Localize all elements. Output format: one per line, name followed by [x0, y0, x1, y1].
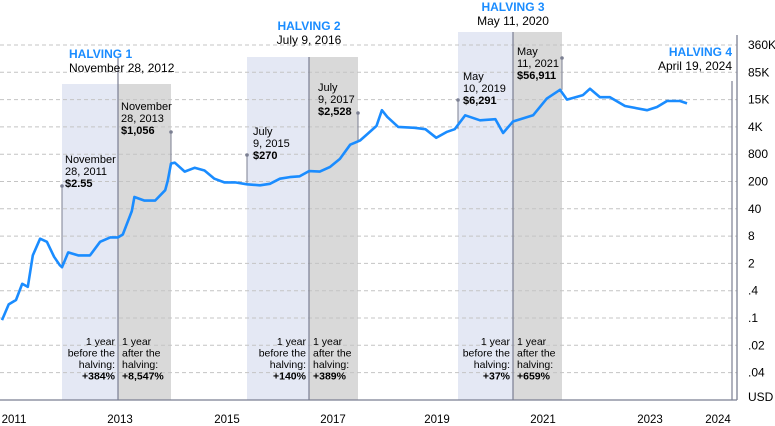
halving-date: April 19, 2024	[658, 59, 732, 73]
change-label: 1 year	[481, 336, 511, 348]
x-tick-label: 2013	[107, 414, 133, 426]
halving-date: July 9, 2016	[277, 33, 342, 47]
callout-dot	[169, 130, 173, 134]
before-halving-band	[62, 84, 118, 400]
change-label: after the	[122, 348, 161, 360]
change-label: 1 year	[313, 336, 343, 348]
y-tick-label: 85K	[748, 65, 769, 79]
callout-date: May	[517, 46, 538, 58]
y-tick-label: .4	[748, 284, 758, 298]
y-tick-label: .02	[748, 338, 765, 352]
before-halving-band	[247, 57, 309, 400]
halving-title: HALVING 4	[669, 45, 732, 59]
y-tick-label: .04	[748, 366, 765, 380]
change-value: +8,547%	[122, 371, 164, 383]
change-label: halving:	[474, 359, 510, 371]
y-tick-label: 800	[748, 147, 768, 161]
y-tick-label: 40	[748, 202, 762, 216]
change-value: +384%	[82, 371, 116, 383]
callout-date: 11, 2021	[517, 58, 559, 70]
change-label: 1 year	[86, 336, 116, 348]
x-tick-label: 2011	[2, 414, 27, 426]
halving-title: HALVING 1	[69, 47, 132, 61]
callout-dot	[560, 56, 564, 60]
callout-date: July	[318, 82, 338, 94]
change-label: after the	[517, 348, 556, 360]
y-tick-label: 4K	[748, 120, 763, 134]
x-axis: 2011 2013 2015 2017 2019 2021 2023 2024	[0, 399, 737, 426]
callout-price: $2.55	[65, 178, 93, 190]
callout-price: $56,911	[517, 70, 556, 82]
y-tick-label: 200	[748, 175, 768, 189]
change-label: after the	[313, 348, 352, 360]
before-halving-band	[458, 32, 513, 400]
after-halving-band	[309, 57, 358, 400]
callout-date: 10, 2019	[463, 83, 506, 95]
change-label: halving:	[270, 359, 306, 371]
callout-dot	[456, 98, 460, 102]
callout-dot	[60, 184, 64, 188]
halving-title: HALVING 3	[481, 0, 544, 14]
y-axis: 360K 85K 15K 4K 800 200 40 8 2 .4 .1 .02 .04 USD	[736, 35, 775, 404]
y-tick-label: .1	[748, 311, 758, 325]
x-tick-label: 2021	[530, 414, 556, 426]
callout-date: 28, 2013	[121, 113, 164, 125]
y-tick-label: 360K	[748, 38, 775, 52]
y-tick-label: 2	[748, 256, 755, 270]
halving-title: HALVING 2	[277, 19, 340, 33]
change-label: halving:	[313, 359, 349, 371]
change-label: 1 year	[122, 336, 152, 348]
change-value: +389%	[313, 371, 347, 383]
change-label: halving:	[122, 359, 158, 371]
halving-date: May 11, 2020	[477, 14, 549, 28]
x-tick-label: 2015	[214, 414, 240, 426]
x-tick-label: 2019	[424, 414, 450, 426]
callout-date: July	[253, 126, 273, 138]
callout-price: $270	[253, 150, 277, 162]
change-label: 1 year	[277, 336, 307, 348]
change-value: +659%	[517, 371, 551, 383]
after-halving-band	[118, 84, 171, 400]
callout-price: $6,291	[463, 95, 497, 107]
y-tick-label: 15K	[748, 93, 769, 107]
x-tick-label: 2024	[705, 414, 731, 426]
callout-dot	[245, 153, 249, 157]
halving-bands	[62, 32, 562, 400]
callout-date: November	[121, 101, 172, 113]
callout-date: 9, 2017	[318, 94, 355, 106]
callout-date: May	[463, 71, 484, 83]
change-label: halving:	[79, 359, 115, 371]
callout-dot	[356, 111, 360, 115]
x-tick-label: 2017	[320, 414, 346, 426]
change-value: +37%	[483, 371, 511, 383]
y-unit-label: USD	[748, 390, 774, 404]
change-label: before the	[259, 348, 306, 360]
callout-date: 28, 2011	[65, 166, 107, 178]
price-line	[0, 87, 688, 321]
change-label: 1 year	[517, 336, 547, 348]
change-label: before the	[463, 348, 510, 360]
callout-price: $2,528	[318, 106, 352, 118]
callout-date: November	[65, 154, 116, 166]
callout-date: 9, 2015	[253, 138, 290, 150]
change-value: +140%	[273, 371, 307, 383]
gridlines	[0, 44, 737, 374]
y-tick-label: 8	[748, 229, 755, 243]
change-label: halving:	[517, 359, 553, 371]
x-tick-label: 2023	[637, 414, 663, 426]
halving-date: November 28, 2012	[69, 61, 175, 75]
change-label: before the	[68, 348, 115, 360]
callout-price: $1,056	[121, 125, 155, 137]
